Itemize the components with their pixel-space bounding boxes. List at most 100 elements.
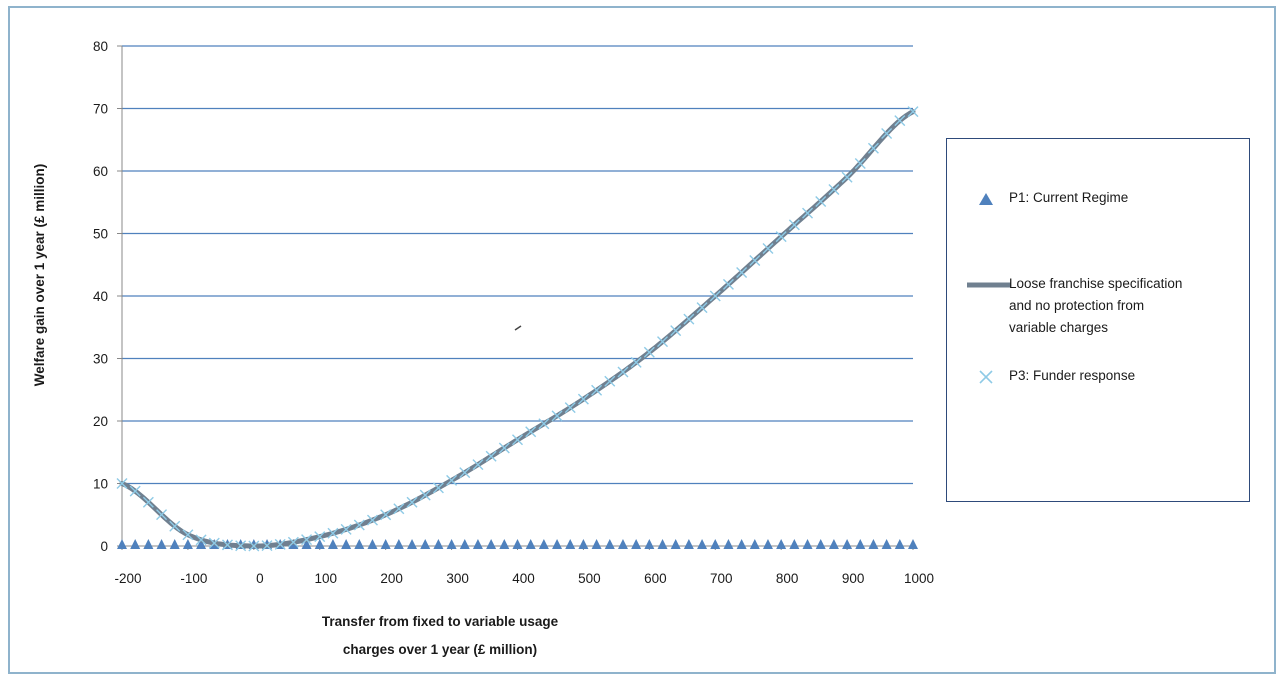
x-marker-point <box>353 519 365 531</box>
x-marker-stroke <box>881 127 893 139</box>
triangle-marker-point <box>367 539 378 549</box>
x-marker-point <box>564 402 576 414</box>
x-tick-label: 800 <box>776 571 799 586</box>
triangle-marker-point <box>855 539 866 549</box>
triangle-marker-point <box>762 539 773 549</box>
triangle-marker-point <box>380 539 391 549</box>
triangle-marker-point <box>591 539 602 549</box>
x-marker-point <box>867 142 879 154</box>
x-marker-stroke <box>841 171 853 183</box>
x-marker-stroke <box>485 450 497 462</box>
x-tick-label: -200 <box>114 571 141 586</box>
x-marker-icon <box>979 370 993 384</box>
triangle-marker-point <box>420 539 431 549</box>
triangle-marker-point <box>538 539 549 549</box>
x-marker-point <box>221 539 233 551</box>
x-marker-stroke <box>340 523 352 535</box>
x-marker-stroke <box>617 366 629 378</box>
triangle-marker-point <box>486 539 497 549</box>
x-marker-point <box>683 313 695 325</box>
y-tick-label: 50 <box>93 227 108 242</box>
x-marker-stroke <box>301 534 313 546</box>
x-marker-stroke <box>248 540 260 552</box>
triangle-marker-point <box>196 539 207 549</box>
x-tick-label: 1000 <box>904 571 934 586</box>
x-marker-stroke <box>261 540 273 552</box>
triangle-marker-point <box>842 539 853 549</box>
x-marker-stroke <box>854 157 866 169</box>
x-marker-point <box>129 485 141 497</box>
triangle-marker-point <box>446 539 457 549</box>
x-marker-point <box>261 540 273 552</box>
x-marker-point <box>894 115 906 127</box>
x-marker-point <box>485 450 497 462</box>
x-marker-stroke <box>828 184 840 196</box>
x-marker-stroke <box>406 496 418 508</box>
x-marker-point <box>670 325 682 337</box>
triangle-marker-point <box>604 539 615 549</box>
triangle-marker-point <box>802 539 813 549</box>
triangle-marker-point <box>828 539 839 549</box>
series-p3-funder-response <box>116 106 919 552</box>
x-marker-point <box>406 496 418 508</box>
x-marker-stroke <box>670 325 682 337</box>
triangle-marker-point <box>868 539 879 549</box>
x-marker-point <box>235 540 247 552</box>
x-marker-point <box>775 231 787 243</box>
x-marker-point <box>142 496 154 508</box>
triangle-marker-point <box>736 539 747 549</box>
x-marker-point <box>432 482 444 494</box>
x-marker-point <box>841 171 853 183</box>
triangle-marker-point <box>710 539 721 549</box>
x-marker-stroke <box>630 356 642 368</box>
triangle-marker-point <box>723 539 734 549</box>
x-marker-point <box>828 184 840 196</box>
x-tick-label: 100 <box>314 571 337 586</box>
x-marker-point <box>630 356 642 368</box>
x-marker-stroke <box>749 255 761 267</box>
triangle-marker-point <box>512 539 523 549</box>
x-marker-stroke <box>525 426 537 438</box>
triangle-marker-point <box>908 539 918 549</box>
triangle-marker-point <box>776 539 787 549</box>
triangle-marker-point <box>631 539 642 549</box>
x-marker-stroke <box>564 402 576 414</box>
x-marker-stroke <box>551 410 563 422</box>
x-marker-point <box>696 302 708 314</box>
x-marker-point <box>169 520 181 532</box>
legend-label-p1: P1: Current Regime <box>1009 187 1239 209</box>
x-marker-point <box>749 255 761 267</box>
x-marker-stroke <box>182 529 194 541</box>
x-marker-point <box>577 393 589 405</box>
y-tick-label: 0 <box>100 539 108 554</box>
y-axis-title: Welfare gain over 1 year (£ million) <box>32 164 47 387</box>
x-marker-point <box>287 536 299 548</box>
triangle-marker-point <box>815 539 826 549</box>
legend-label-p3: P3: Funder response <box>1009 365 1239 387</box>
triangle-marker-point <box>130 539 141 549</box>
x-marker-point <box>301 534 313 546</box>
legend-label-line-2: and no protection from <box>1009 298 1145 313</box>
y-tick-label: 70 <box>93 102 108 117</box>
x-tick-label: 400 <box>512 571 535 586</box>
legend-label-p3-line: P3: Funder response <box>1009 368 1136 383</box>
x-marker-point <box>617 366 629 378</box>
gridlines <box>122 45 913 485</box>
triangle-marker-point <box>565 539 576 549</box>
x-marker-point <box>604 375 616 387</box>
triangle-marker-point <box>578 539 589 549</box>
triangle-marker-point <box>525 539 536 549</box>
x-marker-point <box>525 426 537 438</box>
x-marker-stroke <box>538 418 550 430</box>
x-tick-label: 0 <box>256 571 264 586</box>
x-marker-stroke <box>683 313 695 325</box>
x-marker-point <box>815 195 827 207</box>
x-marker-stroke <box>314 531 326 543</box>
x-marker-point <box>538 418 550 430</box>
x-marker-point <box>274 538 286 550</box>
x-marker-stroke <box>867 142 879 154</box>
x-marker-stroke <box>643 346 655 358</box>
x-tick-label: 600 <box>644 571 667 586</box>
triangle-marker-point <box>459 539 470 549</box>
x-marker-stroke <box>459 467 471 479</box>
